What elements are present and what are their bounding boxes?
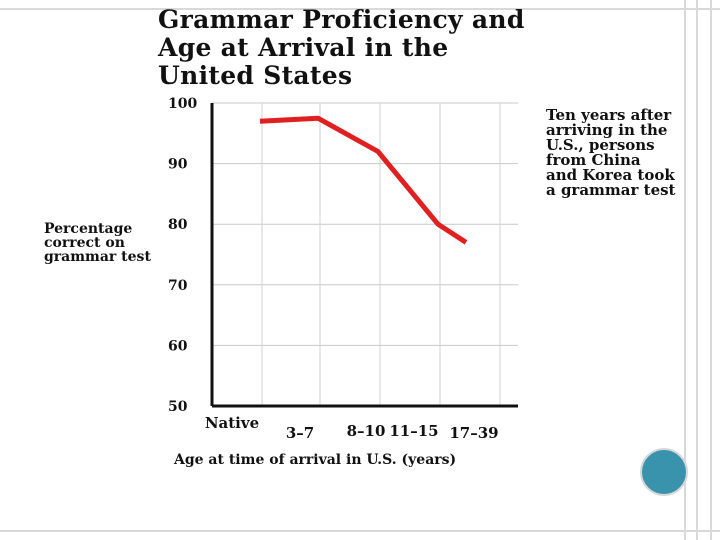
frame-line-3 xyxy=(710,0,712,540)
frame-line-4 xyxy=(0,8,720,10)
y-tick-label-5: 50 xyxy=(168,399,188,415)
frame-line-5 xyxy=(0,530,720,532)
x-tick-label-2: 8–10 xyxy=(347,422,386,440)
axes xyxy=(210,103,518,408)
x-axis-label: Age at time of arrival in U.S. (years) xyxy=(174,452,457,468)
x-tick-labels: Native 3–7 8–10 11–15 17–39 xyxy=(205,414,499,442)
gridlines xyxy=(211,102,518,407)
x-tick-label-1: 3–7 xyxy=(286,424,314,442)
x-tick-label-3: 11–15 xyxy=(389,422,438,440)
y-tick-label-0: 100 xyxy=(168,96,197,112)
frame-line-1 xyxy=(684,0,686,540)
y-tick-label-2: 80 xyxy=(168,217,188,233)
y-tick-label-3: 70 xyxy=(168,278,188,294)
series-line xyxy=(259,115,468,245)
frame-line-2 xyxy=(696,0,698,540)
y-tick-label-4: 60 xyxy=(168,338,188,354)
side-note: Ten years after arriving in the U.S., pe… xyxy=(546,106,676,199)
x-tick-label-4: 17–39 xyxy=(449,424,498,442)
y-axis-label: Percentage correct on grammar test xyxy=(44,221,151,265)
x-tick-label-0: Native xyxy=(205,414,259,432)
y-tick-labels: 100 90 80 70 60 50 xyxy=(168,96,197,415)
y-tick-label-1: 90 xyxy=(168,157,188,173)
decorative-circle xyxy=(640,448,688,496)
slide-title: Grammar Proficiency and Age at Arrival i… xyxy=(158,5,525,90)
